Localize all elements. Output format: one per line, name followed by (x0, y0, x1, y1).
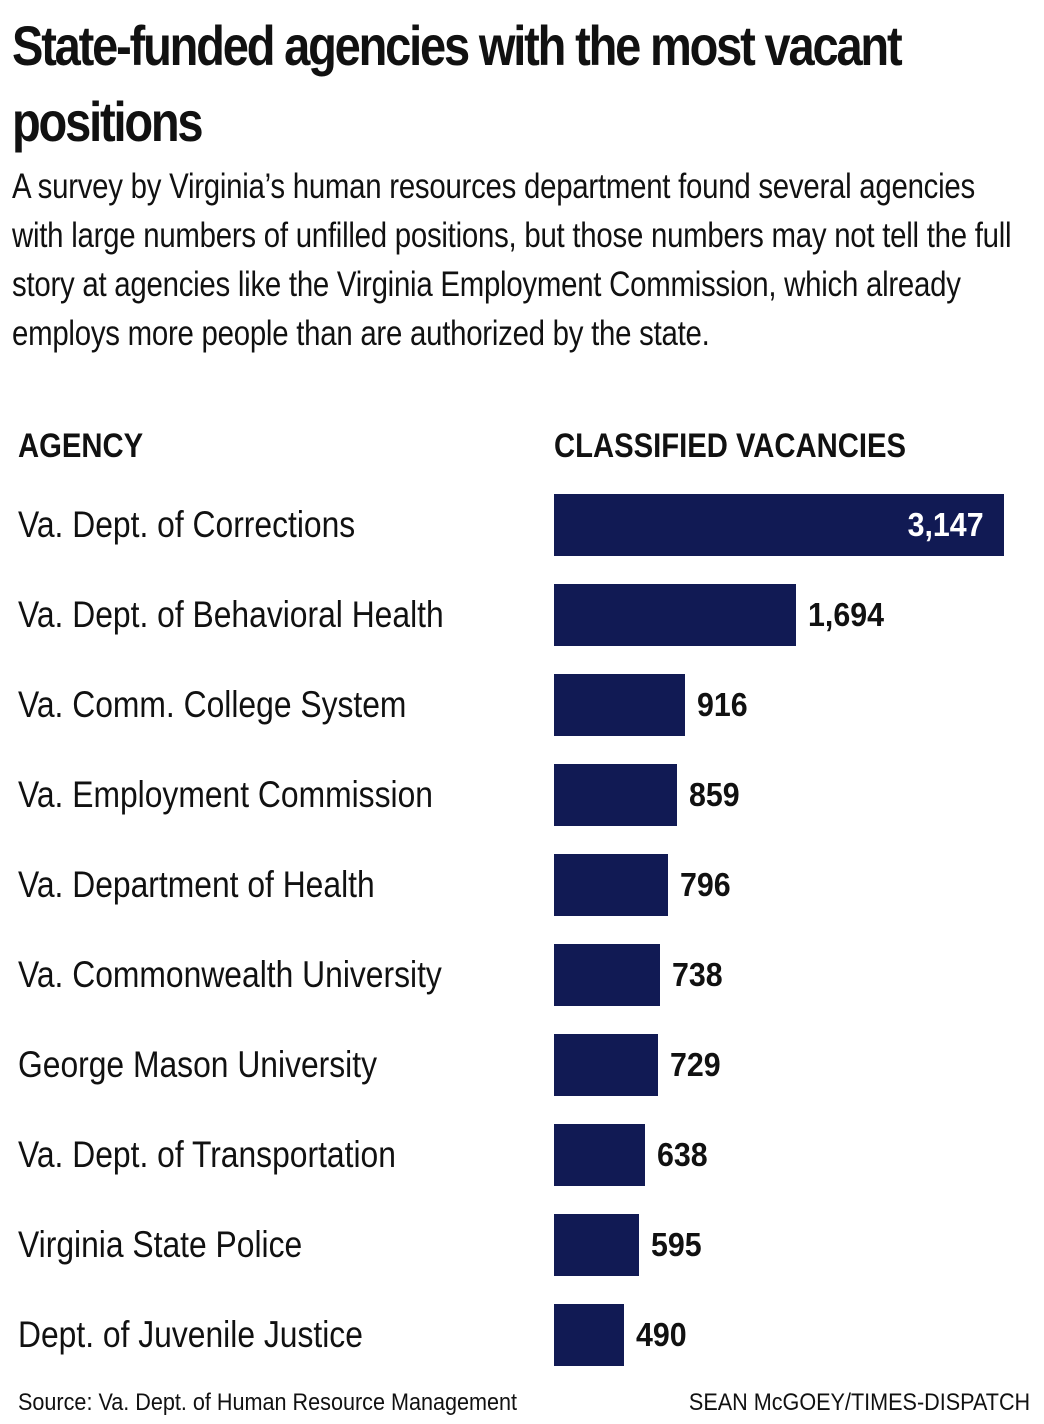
vacancy-value-label: 638 (657, 1136, 708, 1173)
vacancy-bar (554, 494, 1004, 556)
vacancy-value-label: 796 (680, 866, 731, 903)
vacancies-column-header: CLASSIFIED VACANCIES (554, 427, 906, 465)
vacancy-bar (554, 854, 668, 916)
vacancy-value-label: 490 (636, 1316, 687, 1353)
credit-line: SEAN McGOEY/TIMES-DISPATCH (688, 1389, 1030, 1416)
vacancy-bar (554, 584, 796, 646)
chart-subtitle: A survey by Virginia’s human resources d… (12, 167, 1012, 353)
agency-label: Dept. of Juvenile Justice (18, 1314, 363, 1355)
vacancy-bar (554, 1304, 624, 1366)
agency-label: Va. Department of Health (18, 864, 375, 905)
agency-label: Va. Dept. of Transportation (18, 1134, 396, 1175)
vacancy-bar (554, 1124, 645, 1186)
agency-label: Va. Commonwealth University (18, 954, 442, 995)
source-note: Source: Va. Dept. of Human Resource Mana… (18, 1389, 518, 1416)
vacancy-bar (554, 764, 677, 826)
agency-label: George Mason University (18, 1044, 378, 1085)
vacancy-bar (554, 674, 685, 736)
agency-label: Virginia State Police (18, 1224, 303, 1265)
vacancy-value-label: 1,694 (808, 596, 884, 633)
vacancy-value-label: 738 (672, 956, 723, 993)
vacancy-value-label: 3,147 (908, 506, 984, 543)
agency-label: Va. Dept. of Corrections (18, 504, 356, 545)
agency-column-header: AGENCY (18, 427, 144, 465)
vacancy-value-label: 729 (670, 1046, 721, 1083)
vacancy-value-label: 916 (697, 686, 748, 723)
agency-label: Va. Comm. College System (18, 684, 407, 725)
agency-label: Va. Dept. of Behavioral Health (18, 594, 444, 635)
agency-label: Va. Employment Commission (18, 774, 433, 815)
vacancy-bar (554, 944, 660, 1006)
vacancy-value-label: 595 (651, 1226, 702, 1263)
chart-title: State-funded agencies with the most vaca… (12, 14, 903, 153)
vacancy-bar (554, 1034, 658, 1096)
vacancy-bar (554, 1214, 639, 1276)
vacancy-value-label: 859 (689, 776, 740, 813)
